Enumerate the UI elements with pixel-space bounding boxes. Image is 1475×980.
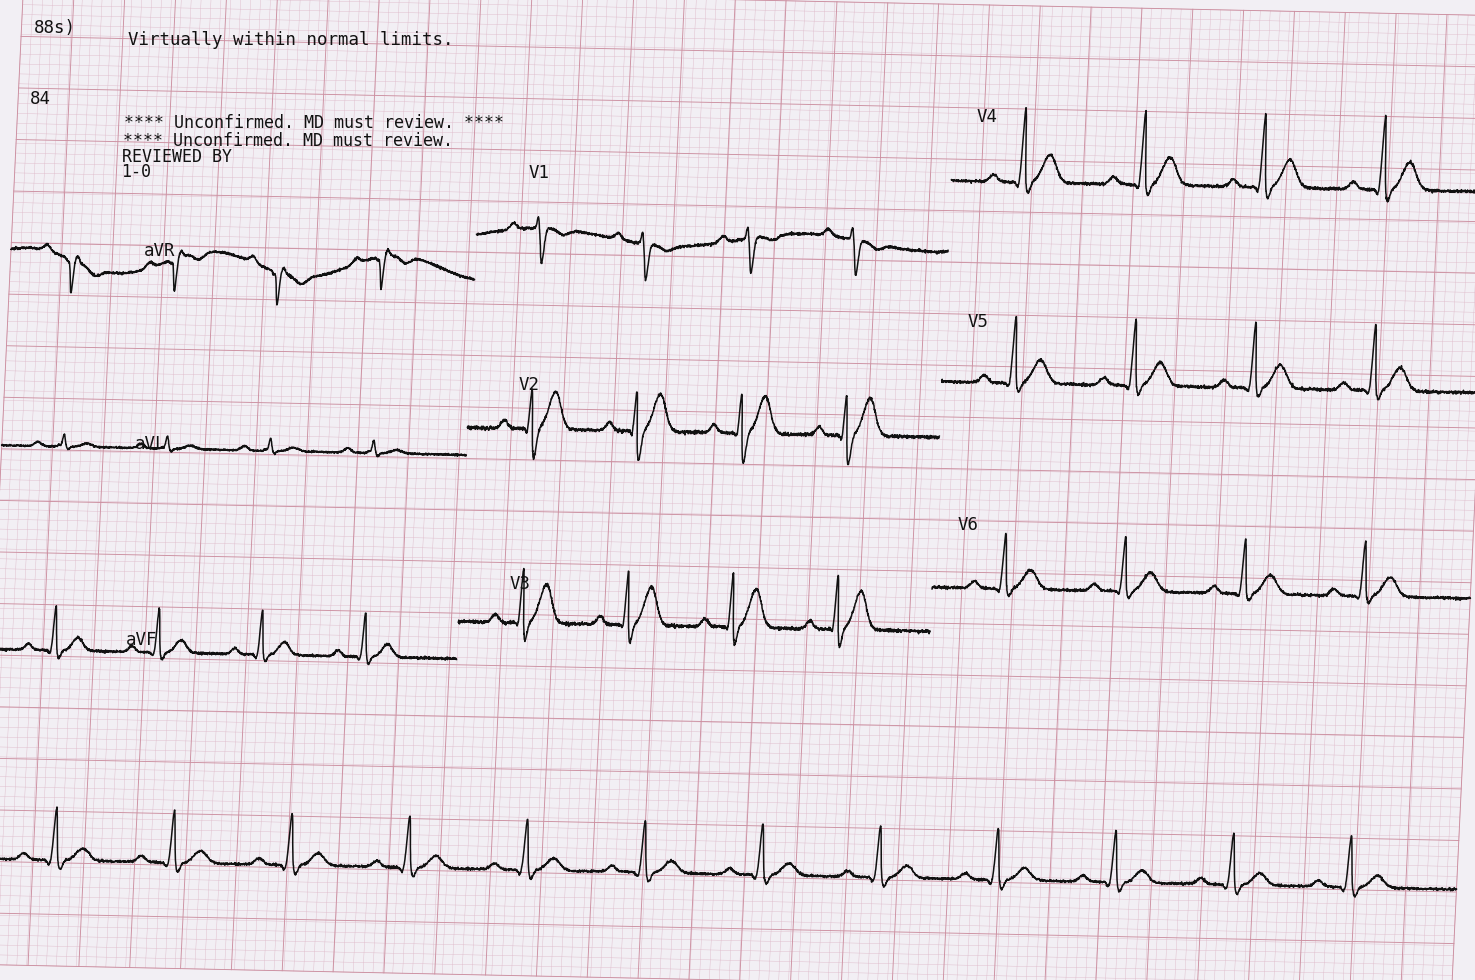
Text: 1-0: 1-0 (121, 164, 152, 181)
Text: Virtually within normal limits.: Virtually within normal limits. (128, 31, 453, 49)
Text: aVR: aVR (145, 242, 176, 261)
Text: 88s): 88s) (34, 20, 75, 37)
Text: V3: V3 (509, 575, 530, 594)
Text: **** Unconfirmed. MD must review.: **** Unconfirmed. MD must review. (122, 132, 453, 150)
Text: 84: 84 (31, 90, 52, 108)
Text: **** Unconfirmed. MD must review. ****: **** Unconfirmed. MD must review. **** (124, 115, 503, 132)
Text: V4: V4 (976, 108, 999, 125)
Text: V1: V1 (528, 164, 550, 182)
Text: V6: V6 (957, 516, 978, 534)
Text: REVIEWED BY: REVIEWED BY (122, 148, 232, 166)
Text: aVL: aVL (136, 435, 167, 454)
Text: V2: V2 (519, 375, 540, 394)
Text: V5: V5 (968, 314, 988, 331)
Text: aVF: aVF (125, 631, 158, 649)
